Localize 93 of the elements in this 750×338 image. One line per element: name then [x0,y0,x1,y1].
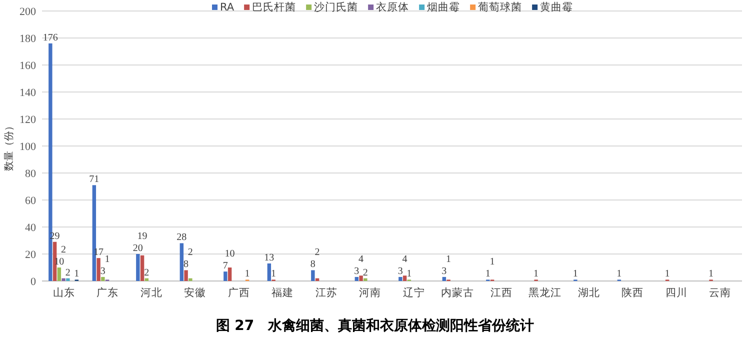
y-tick-label: 120 [20,114,36,126]
data-label: 20 [132,243,143,254]
bar [402,276,407,281]
bar [311,270,315,281]
x-tick-label: 山东 [52,286,75,299]
bar [57,268,62,281]
data-label: 10 [224,248,235,260]
y-tick-label: 200 [20,6,36,18]
bar [66,278,70,281]
y-tick-label: 160 [20,60,36,72]
data-label: 1 [244,268,250,280]
legend-label: 巴氏杆菌 [252,0,296,14]
data-label: 8 [310,259,316,270]
data-label: 2 [61,244,66,256]
data-label: 2 [362,267,368,278]
x-tick-label: 河北 [140,286,162,299]
bar [140,255,144,281]
bar [228,268,232,281]
legend-label: 黄曲霉 [540,0,574,14]
bar [136,254,140,281]
x-tick-label: 辽宁 [402,286,425,299]
bar [364,278,368,281]
bar [62,278,66,281]
data-label: 2 [188,247,193,258]
y-tick-label: 20 [25,249,36,261]
x-tick-label: 广东 [96,286,119,299]
data-label: 13 [264,252,274,264]
data-label: 1 [572,268,578,280]
data-label: 176 [42,32,58,44]
bar [188,278,192,281]
bar [267,263,272,281]
text: 图 27 水禽细菌、真菌和衣原体检测阳性省份统计 [216,317,534,334]
data-label: 4 [358,254,364,265]
bar [354,276,359,281]
data-label: 1 [104,254,110,265]
data-label: 4 [402,254,408,265]
data-label: 1 [74,268,80,280]
bar [184,270,188,281]
data-label: 3 [354,266,360,277]
data-label: 71 [89,174,100,186]
data-label: 1 [446,254,452,265]
data-label: 3 [442,266,447,277]
data-label: 1 [406,268,412,280]
x-tick-label: 陕西 [622,287,644,299]
data-label: 1 [271,268,276,280]
bar [224,272,228,281]
data-label: 2 [314,247,320,258]
y-tick-label: 40 [25,222,36,234]
data-label: 19 [137,231,148,242]
legend-label: 沙门氏菌 [314,0,358,14]
x-tick-label: 安徽 [184,286,206,299]
data-label: 1 [485,268,490,280]
bar [180,243,184,281]
x-tick-label: 福建 [272,286,294,299]
y-tick-label: 0 [30,276,36,288]
data-label: 7 [222,260,228,272]
data-label: 1 [616,268,622,280]
data-label: 2 [65,267,70,278]
data-label: 8 [184,259,189,270]
bar [52,242,57,281]
bar [101,276,105,281]
y-tick-label: 180 [20,33,36,45]
y-axis-title: 数量（份） [4,121,15,171]
bar [442,276,446,281]
y-tick-label: 80 [25,168,36,180]
bar [92,185,96,281]
bar [359,276,363,281]
x-tick-label: 黑龙江 [528,286,562,299]
legend-label: RA [220,2,235,14]
y-tick-label: 100 [20,141,36,153]
legend-label: 衣原体 [376,0,410,14]
data-label: 1 [708,268,714,280]
data-label: 2 [144,267,150,278]
legend-label: 葡萄球菌 [478,0,522,14]
legend-label: 烟曲霉 [427,0,460,14]
x-tick-label: 广西 [228,286,250,299]
x-tick-label: 江西 [490,287,512,299]
x-tick-label: 河南 [359,286,382,299]
data-label: 1 [534,268,539,280]
x-tick-label: 内蒙古 [441,286,474,299]
bar [96,258,100,281]
y-tick-label: 140 [20,87,36,99]
x-tick-label: 江苏 [315,286,338,299]
y-tick-label: 60 [25,195,36,207]
data-label: 3 [100,266,106,277]
data-label: 28 [176,232,187,244]
data-label: 1 [664,268,670,280]
x-tick-label: 湖北 [578,286,600,299]
x-tick-label: 云南 [709,286,732,299]
x-tick-label: 四川 [665,286,688,299]
bar [398,276,402,281]
data-label: 1 [490,256,495,268]
data-label: 3 [398,266,403,277]
